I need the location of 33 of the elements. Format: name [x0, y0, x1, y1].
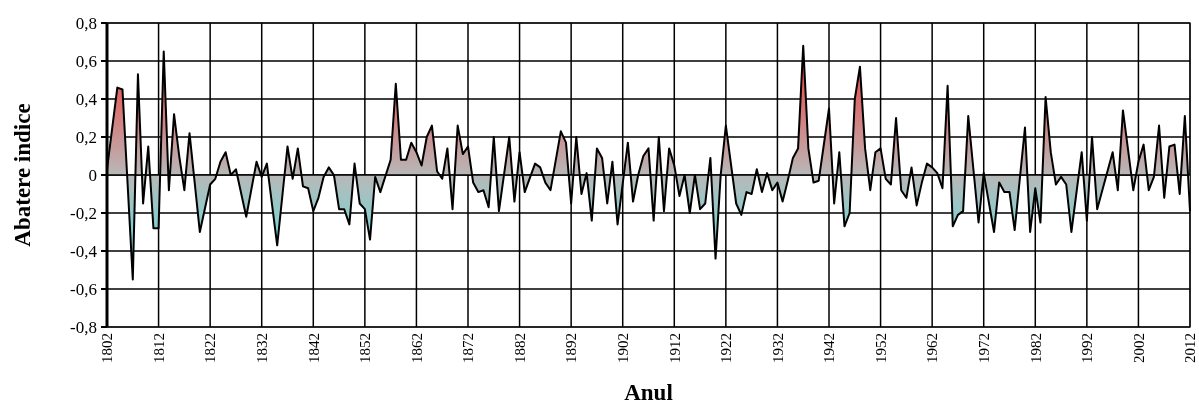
y-tick-label: 0 [88, 165, 97, 185]
y-tick-label: -0,4 [70, 241, 98, 261]
x-tick-label: 1812 [150, 333, 167, 363]
x-tick-label: 1822 [202, 333, 219, 363]
x-tick-label: 1872 [460, 333, 477, 363]
x-tick-label: 2012 [1182, 333, 1199, 363]
y-tick-label: -0,6 [70, 279, 97, 299]
x-tick-label: 1942 [821, 333, 838, 363]
y-tick-label: -0,2 [70, 203, 97, 223]
x-tick-label: 2002 [1130, 333, 1147, 363]
x-tick-label: 1982 [1027, 333, 1044, 363]
x-tick-label: 1992 [1079, 333, 1096, 363]
x-tick-label: 1862 [408, 333, 425, 363]
x-tick-label: 1882 [511, 333, 528, 363]
x-tick-label: 1932 [769, 333, 786, 363]
x-tick-label: 1922 [718, 333, 735, 363]
x-tick-label: 1802 [99, 333, 116, 363]
x-tick-label: 1842 [305, 333, 322, 363]
x-tick-label: 1832 [253, 333, 270, 363]
y-tick-label: 0,6 [75, 51, 97, 71]
y-tick-label: -0,8 [70, 317, 97, 337]
x-tick-label: 1962 [924, 333, 941, 363]
x-tick-label: 1952 [872, 333, 889, 363]
y-tick-label: 0,2 [75, 127, 97, 147]
x-tick-label: 1972 [975, 333, 992, 363]
x-tick-label: 1852 [357, 333, 374, 363]
y-tick-label: 0,8 [75, 13, 97, 33]
y-axis-title: Abatere indice [10, 103, 35, 247]
x-axis-title: Anul [624, 380, 673, 405]
x-tick-label: 1902 [614, 333, 631, 363]
y-tick-label: 0,4 [75, 89, 98, 109]
x-tick-label: 1892 [563, 333, 580, 363]
x-tick-label: 1912 [666, 333, 683, 363]
